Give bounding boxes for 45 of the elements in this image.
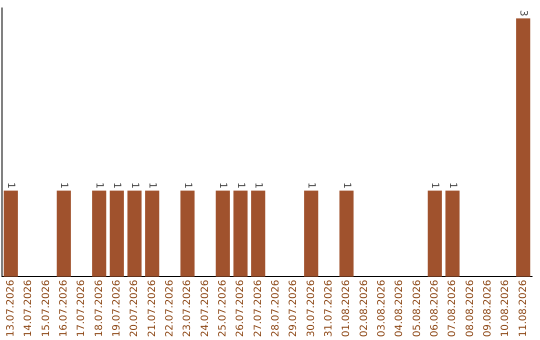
x-tick-label: 18.07.2026 <box>94 280 105 338</box>
data-label: 3 <box>518 10 529 16</box>
data-label: 1 <box>5 182 16 189</box>
data-label: 1 <box>217 182 228 189</box>
x-tick-label: 28.07.2026 <box>270 280 282 338</box>
x-tick-label: 10.08.2026 <box>500 280 512 338</box>
x-tick-label: 19.07.2026 <box>111 280 122 338</box>
x-tick-label: 27.07.2026 <box>252 280 264 338</box>
x-tick-label: 01.08.2026 <box>341 280 352 338</box>
x-tick-label: 24.07.2026 <box>200 280 211 338</box>
data-label: 1 <box>429 182 440 189</box>
data-label: 1 <box>94 182 105 189</box>
x-tick-label: 06.08.2026 <box>429 280 440 338</box>
x-tick-label: 14.07.2026 <box>23 280 34 338</box>
x-tick-label: 22.07.2026 <box>164 280 176 338</box>
x-tick-label: 16.07.2026 <box>58 280 70 338</box>
x-tick-label: 31.07.2026 <box>323 280 334 338</box>
x-tick-label: 25.07.2026 <box>217 280 228 338</box>
x-tick-label: 29.07.2026 <box>288 280 300 338</box>
x-tick-label: 08.08.2026 <box>464 280 476 338</box>
data-label: 1 <box>128 182 140 189</box>
x-tick-label: 04.08.2026 <box>394 280 406 338</box>
x-tick-label: 20.07.2026 <box>129 280 140 338</box>
x-tick-label: 13.07.2026 <box>5 280 16 338</box>
x-tick-label: 23.07.2026 <box>182 280 194 338</box>
data-label: 1 <box>111 182 122 189</box>
data-label: 1 <box>58 182 70 189</box>
x-tick-label: 09.08.2026 <box>482 280 494 338</box>
x-tick-label: 17.07.2026 <box>76 280 88 338</box>
x-tick-label: 05.08.2026 <box>412 280 423 338</box>
x-tick-label: 30.07.2026 <box>306 280 317 338</box>
data-label: 1 <box>446 182 458 189</box>
data-label: 1 <box>234 182 246 189</box>
data-label: 1 <box>340 182 352 189</box>
data-label: 1 <box>306 182 317 189</box>
x-tick-label: 26.07.2026 <box>235 280 246 338</box>
x-tick-label: 03.08.2026 <box>376 280 388 338</box>
x-tick-label: 21.07.2026 <box>146 280 158 338</box>
x-tick-label: 02.08.2026 <box>358 280 370 338</box>
x-tick-label: 07.08.2026 <box>447 280 458 338</box>
data-label: 1 <box>182 182 193 189</box>
x-tick-label: 11.08.2026 <box>518 280 529 338</box>
x-tick-label: 15.07.2026 <box>40 280 52 338</box>
data-label: 1 <box>252 182 264 189</box>
data-label: 1 <box>146 182 158 189</box>
